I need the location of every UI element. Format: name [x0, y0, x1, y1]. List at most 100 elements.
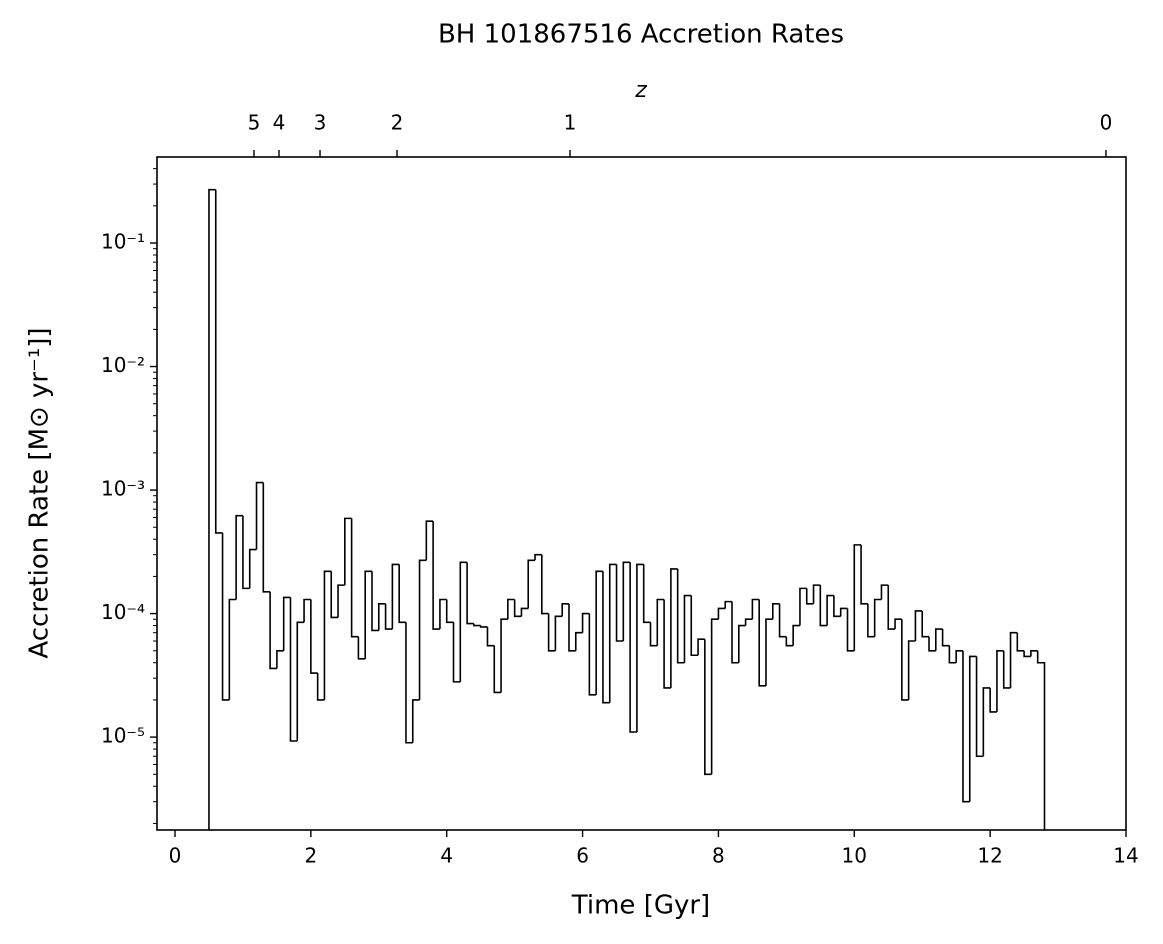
- histogram-bin: [595, 570, 603, 695]
- histogram-bin: [228, 598, 237, 700]
- histogram-bin: [602, 571, 610, 704]
- histogram-bin: [574, 631, 583, 651]
- histogram-bin: [507, 598, 515, 620]
- y-tick-label: 10⁻⁴: [101, 600, 145, 624]
- histogram-bin: [860, 544, 868, 605]
- chart-title: BH 101867516 Accretion Rates: [438, 20, 844, 50]
- x-tick-label: 14: [1113, 844, 1138, 868]
- x2-tick-label: 1: [564, 111, 577, 135]
- histogram-bin: [439, 598, 447, 630]
- histogram-bin: [303, 598, 311, 623]
- x2-tick-label: 4: [273, 111, 286, 135]
- histogram-bin: [751, 598, 760, 620]
- histogram-bin: [337, 584, 345, 618]
- histogram-bin: [541, 554, 549, 615]
- histogram-bin: [1002, 650, 1011, 689]
- histogram-bin: [785, 636, 794, 647]
- histogram-bin: [710, 618, 719, 775]
- histogram-bin: [636, 563, 644, 732]
- x2-tick-label: 5: [248, 111, 261, 135]
- histogram-bin: [622, 561, 631, 641]
- x-tick-label: 0: [169, 844, 182, 868]
- histogram-bin: [887, 585, 896, 630]
- histogram-bin: [221, 532, 230, 701]
- histogram-bin: [805, 588, 814, 605]
- histogram-bin: [357, 636, 366, 660]
- histogram-bin: [615, 564, 624, 642]
- histogram-bin: [527, 559, 536, 609]
- histogram-bin: [975, 656, 984, 758]
- histogram-bin: [758, 599, 766, 687]
- x2-tick-label: 3: [314, 111, 327, 135]
- histogram-bin: [826, 594, 834, 626]
- histogram-bin: [955, 649, 963, 663]
- y-tick-label: 10⁻⁵: [101, 724, 145, 748]
- histogram-bin: [323, 570, 332, 700]
- x-tick-label: 10: [842, 844, 867, 868]
- histogram-bin: [445, 599, 454, 624]
- histogram-bin: [996, 649, 1004, 712]
- histogram-bin: [697, 638, 705, 656]
- histogram-bin: [561, 603, 569, 617]
- histogram-bin: [928, 636, 936, 652]
- histogram-bin: [907, 640, 916, 700]
- x-axis-label: Time [Gyr]: [571, 891, 710, 921]
- histogram-bin: [588, 613, 597, 696]
- histogram-bin: [568, 603, 576, 652]
- y-tick-label: 10⁻¹: [101, 230, 145, 254]
- histogram-bin: [867, 603, 875, 638]
- histogram-bin: [724, 600, 733, 609]
- x-tick-label: 8: [712, 844, 725, 868]
- histogram-bin: [296, 621, 305, 742]
- histogram-bin: [683, 594, 692, 663]
- histogram-bin: [398, 564, 406, 624]
- histogram-bin: [894, 618, 902, 630]
- histogram-bin: [1036, 650, 1046, 830]
- histogram-bin: [853, 544, 862, 651]
- x-tick-label: 4: [440, 844, 453, 868]
- histogram-bin: [255, 481, 264, 550]
- histogram-bin: [948, 645, 957, 664]
- histogram-bin: [1009, 631, 1018, 688]
- histogram-bin: [717, 607, 726, 620]
- histogram-bin: [880, 584, 889, 600]
- histogram-bin: [208, 188, 216, 830]
- histogram-bin: [479, 625, 488, 628]
- histogram-bin: [649, 622, 658, 647]
- histogram-bin: [547, 613, 556, 652]
- histogram-bin: [771, 603, 780, 620]
- histogram-bin: [744, 618, 753, 626]
- histogram-bin: [310, 599, 318, 674]
- histogram-bin: [581, 612, 590, 633]
- histogram-bin: [968, 655, 977, 802]
- histogram-bin: [316, 673, 325, 701]
- histogram-bin: [384, 603, 393, 630]
- x-tick-label: 2: [304, 844, 317, 868]
- y-axis-label: Accretion Rate [M⊙ yr⁻¹]]: [25, 327, 55, 658]
- histogram-bin: [792, 624, 800, 646]
- histogram-bin: [812, 584, 821, 604]
- histogram-bin: [982, 687, 991, 757]
- histogram-bin: [731, 601, 739, 664]
- histogram-bin: [833, 595, 841, 618]
- histogram-bin: [799, 587, 807, 626]
- histogram-bin: [242, 515, 250, 590]
- histogram-bin: [405, 622, 413, 744]
- histogram-bin: [676, 568, 685, 664]
- histogram-bin: [459, 561, 468, 682]
- histogram-bin: [425, 520, 434, 561]
- histogram-bin: [901, 619, 909, 701]
- histogram-bin: [534, 553, 542, 561]
- histogram-bin: [520, 607, 529, 617]
- histogram-bin: [344, 517, 352, 586]
- histogram-bin: [778, 603, 787, 638]
- histogram-bin: [1023, 650, 1031, 658]
- histogram-bin: [935, 628, 943, 651]
- histogram-bin: [377, 603, 386, 631]
- x2-axis-label: z: [634, 78, 647, 103]
- y-tick-label: 10⁻³: [101, 477, 145, 501]
- histogram-bin: [364, 570, 372, 659]
- histogram-bin: [500, 618, 508, 693]
- histogram-bin: [554, 615, 563, 651]
